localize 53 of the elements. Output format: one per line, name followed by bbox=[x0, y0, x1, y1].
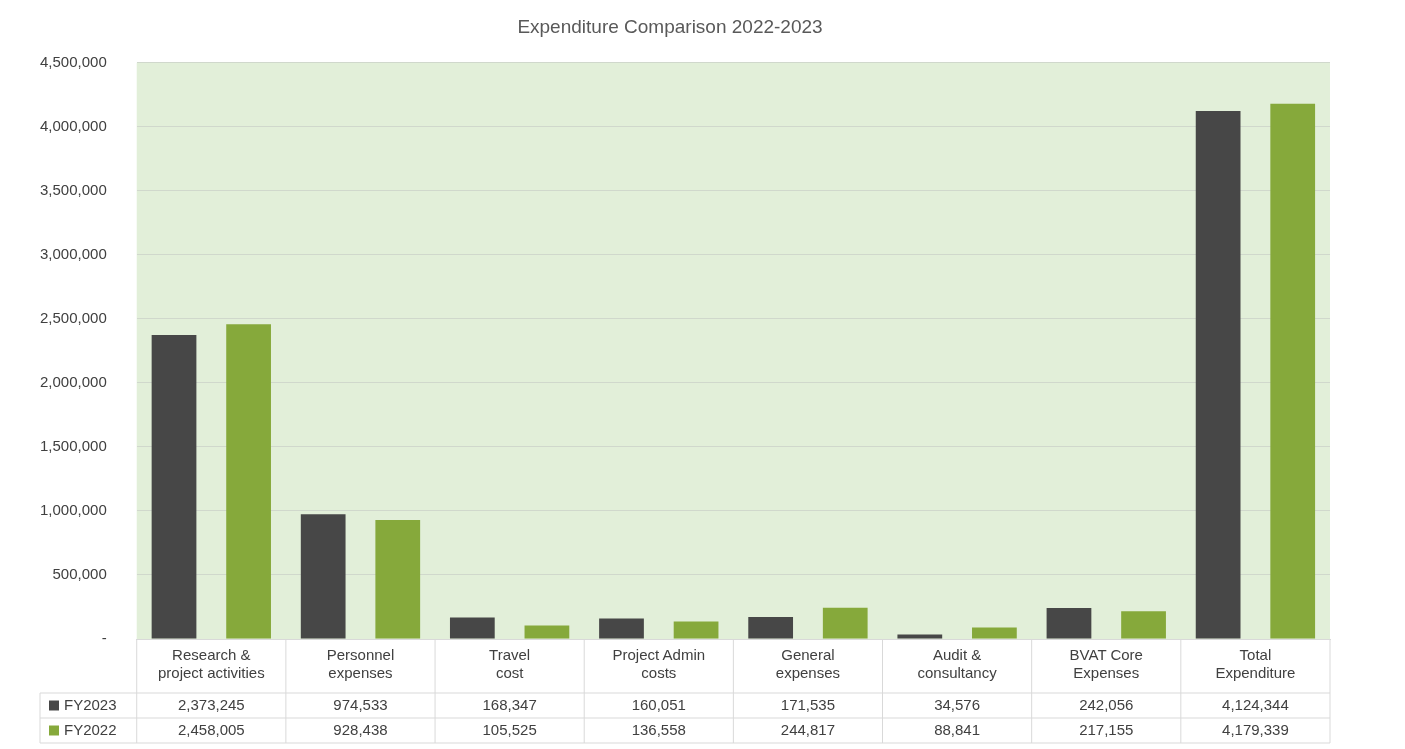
x-tick-label: General expenses bbox=[775, 646, 841, 682]
bar bbox=[226, 324, 271, 639]
y-tick-label: 500,000 bbox=[52, 565, 107, 583]
bar bbox=[599, 618, 644, 639]
y-tick-label: 2,500,000 bbox=[40, 309, 107, 327]
data-label: 2,458,005 bbox=[177, 720, 245, 738]
chart-title: Expenditure Comparison 2022-2023 bbox=[517, 15, 823, 37]
y-tick-label: 4,000,000 bbox=[40, 116, 107, 134]
x-tick-label: Research & project activities bbox=[157, 646, 265, 682]
data-label: 168,347 bbox=[482, 695, 537, 713]
bar bbox=[673, 621, 719, 639]
bar bbox=[1046, 608, 1092, 639]
data-label: 105,525 bbox=[482, 720, 537, 738]
y-tick-label: 1,000,000 bbox=[40, 501, 107, 519]
bar bbox=[1195, 110, 1241, 639]
y-tick-label: 3,500,000 bbox=[40, 180, 107, 198]
y-tick-label: - bbox=[101, 629, 107, 647]
x-tick-label: BVAT Core Expenses bbox=[1069, 646, 1143, 682]
bar bbox=[1121, 611, 1166, 639]
y-tick-label: 1,500,000 bbox=[40, 437, 107, 455]
data-label: 244,817 bbox=[780, 720, 836, 738]
data-label: 928,438 bbox=[333, 720, 388, 738]
data-label: 4,124,344 bbox=[1222, 695, 1289, 713]
bar bbox=[300, 514, 346, 639]
legend-label: FY2023 bbox=[64, 695, 117, 713]
y-tick-label: 3,000,000 bbox=[40, 245, 107, 263]
data-label: 2,373,245 bbox=[177, 695, 245, 713]
data-label: 4,179,339 bbox=[1222, 720, 1289, 738]
legend-label: FY2022 bbox=[64, 720, 117, 738]
data-label: 34,576 bbox=[934, 695, 981, 713]
bar bbox=[972, 627, 1017, 639]
y-tick-label: 2,000,000 bbox=[40, 373, 107, 391]
data-label: 160,051 bbox=[631, 695, 686, 713]
data-label: 242,056 bbox=[1079, 695, 1134, 713]
bar bbox=[151, 335, 197, 639]
bar bbox=[449, 617, 495, 639]
bar bbox=[524, 625, 570, 639]
x-tick-label: Project Admin costs bbox=[612, 646, 706, 682]
x-tick-label: Travel cost bbox=[489, 646, 531, 682]
bar bbox=[822, 607, 868, 639]
data-label: 217,155 bbox=[1079, 720, 1134, 738]
bar bbox=[375, 520, 421, 639]
x-tick-label: Total Expenditure bbox=[1215, 646, 1296, 682]
bar bbox=[748, 617, 794, 639]
x-tick-label: Audit & consultancy bbox=[917, 646, 998, 682]
data-label: 88,841 bbox=[934, 720, 981, 738]
x-tick-label: Personnel expenses bbox=[326, 646, 395, 682]
bar bbox=[1270, 103, 1316, 639]
data-label: 974,533 bbox=[333, 695, 388, 713]
y-tick-label: 4,500,000 bbox=[40, 52, 107, 70]
bar bbox=[897, 634, 943, 639]
data-label: 171,535 bbox=[780, 695, 836, 713]
data-label: 136,558 bbox=[631, 720, 686, 738]
